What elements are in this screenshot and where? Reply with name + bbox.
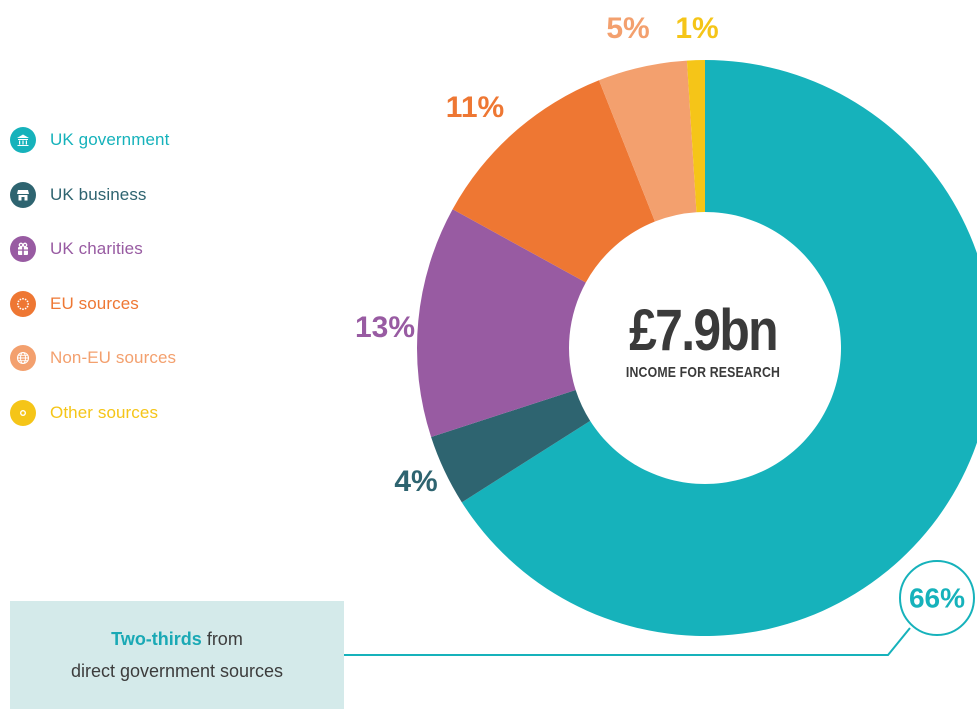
value-bubble [899, 560, 975, 636]
donut-slice [431, 390, 591, 503]
callout-box: Two-thirds from direct government source… [10, 601, 344, 709]
gift-icon [10, 236, 36, 263]
donut-slice [452, 80, 655, 283]
callout-connector [344, 627, 911, 656]
donut-slice [598, 60, 697, 222]
slice-value-label: 1% [675, 12, 718, 45]
legend-item: UK business [10, 168, 176, 223]
legend-item: Non-EU sources [10, 331, 176, 386]
ring-icon [10, 399, 36, 426]
legend-label: Other sources [50, 402, 159, 422]
slice-value-label: 13% [355, 311, 415, 344]
building-columns-icon [10, 127, 36, 154]
legend-label: UK government [50, 130, 170, 150]
center-label-group: £7.9bn INCOME FOR RESEARCH [571, 298, 835, 382]
legend-label: EU sources [50, 293, 139, 313]
donut-slice [461, 60, 977, 636]
slice-value-label: 11% [446, 91, 504, 124]
center-subtitle: INCOME FOR RESEARCH [625, 364, 781, 381]
legend-label: Non-EU sources [50, 348, 177, 368]
center-value: £7.9bn [629, 298, 778, 363]
legend-label: UK business [50, 184, 147, 204]
eu-stars-icon [10, 290, 36, 317]
legend-item: EU sources [10, 277, 176, 332]
legend: UK government UK business UK charities EU s… [10, 113, 176, 440]
storefront-icon [10, 181, 36, 208]
donut-slice [417, 209, 586, 437]
callout-line-1-rest: from [201, 629, 243, 649]
slice-value-label: 4% [394, 465, 437, 498]
callout-line-1: Two-thirds from [10, 623, 344, 655]
callout-line-2: direct government sources [70, 661, 284, 681]
donut-slice [686, 60, 705, 213]
slice-value-label: 5% [606, 12, 649, 45]
legend-item: UK government [10, 113, 176, 168]
callout-highlight: Two-thirds [111, 629, 202, 649]
globe-icon [10, 345, 36, 372]
slice-value-label: 66% [909, 582, 965, 613]
legend-label: UK charities [50, 239, 143, 259]
legend-item: UK charities [10, 222, 176, 277]
legend-item: Other sources [10, 386, 176, 441]
